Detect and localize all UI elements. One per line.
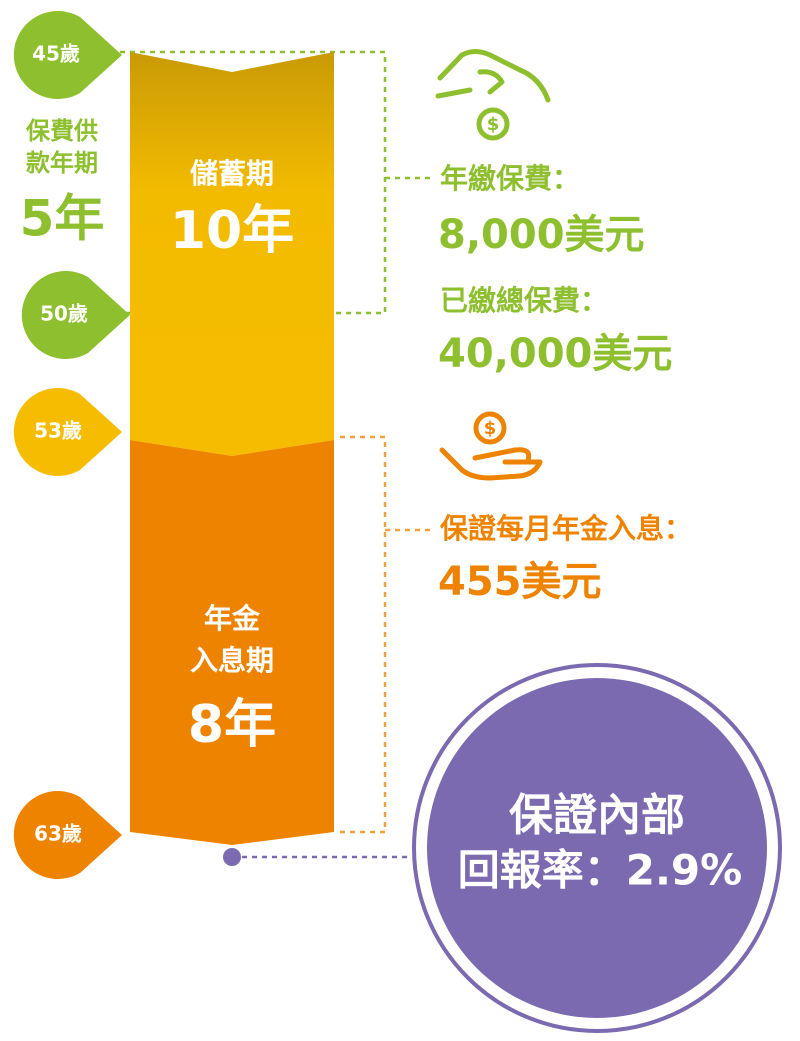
annuity-bar <box>130 440 334 845</box>
age-label: 50歲 <box>40 302 88 326</box>
irr-label: 保證內部 <box>509 790 685 841</box>
detail-value: 8,000美元 <box>438 212 645 258</box>
detail-label: 保證每月年金入息： <box>440 512 692 545</box>
irr-circle <box>427 678 767 1018</box>
age-label: 63歲 <box>34 822 82 846</box>
phase-label: 入息期 <box>190 644 274 677</box>
receive-icon: $ <box>439 411 543 481</box>
age-label: 53歲 <box>34 419 82 443</box>
green-connector <box>120 50 432 315</box>
phase-duration: 8年 <box>188 695 276 755</box>
age-label: 45歲 <box>32 42 80 66</box>
age-drop <box>21 271 130 359</box>
term-label: 款年期 <box>26 149 98 177</box>
savings-bar <box>130 52 334 456</box>
term-label: 保費供 <box>25 117 98 145</box>
detail-value: 455美元 <box>438 559 602 605</box>
orange-connector <box>340 435 432 834</box>
age-drop <box>13 791 122 879</box>
term-value: 5年 <box>20 190 105 248</box>
phase-duration: 10年 <box>170 201 294 261</box>
pay-icon: $ <box>435 49 551 141</box>
detail-label: 已繳總保費： <box>440 284 608 317</box>
phase-label: 年金 <box>204 602 261 635</box>
phase-label: 儲蓄期 <box>190 157 274 190</box>
age-drop <box>13 387 123 477</box>
svg-text:$: $ <box>487 114 500 135</box>
detail-label: 年繳保費： <box>440 162 580 195</box>
purple-dot <box>223 848 241 866</box>
age-drop <box>13 11 122 99</box>
connectors <box>120 50 432 859</box>
detail-value: 40,000美元 <box>438 331 672 377</box>
irr-label: 回報率：2.9% <box>458 846 743 895</box>
svg-text:$: $ <box>484 418 497 439</box>
